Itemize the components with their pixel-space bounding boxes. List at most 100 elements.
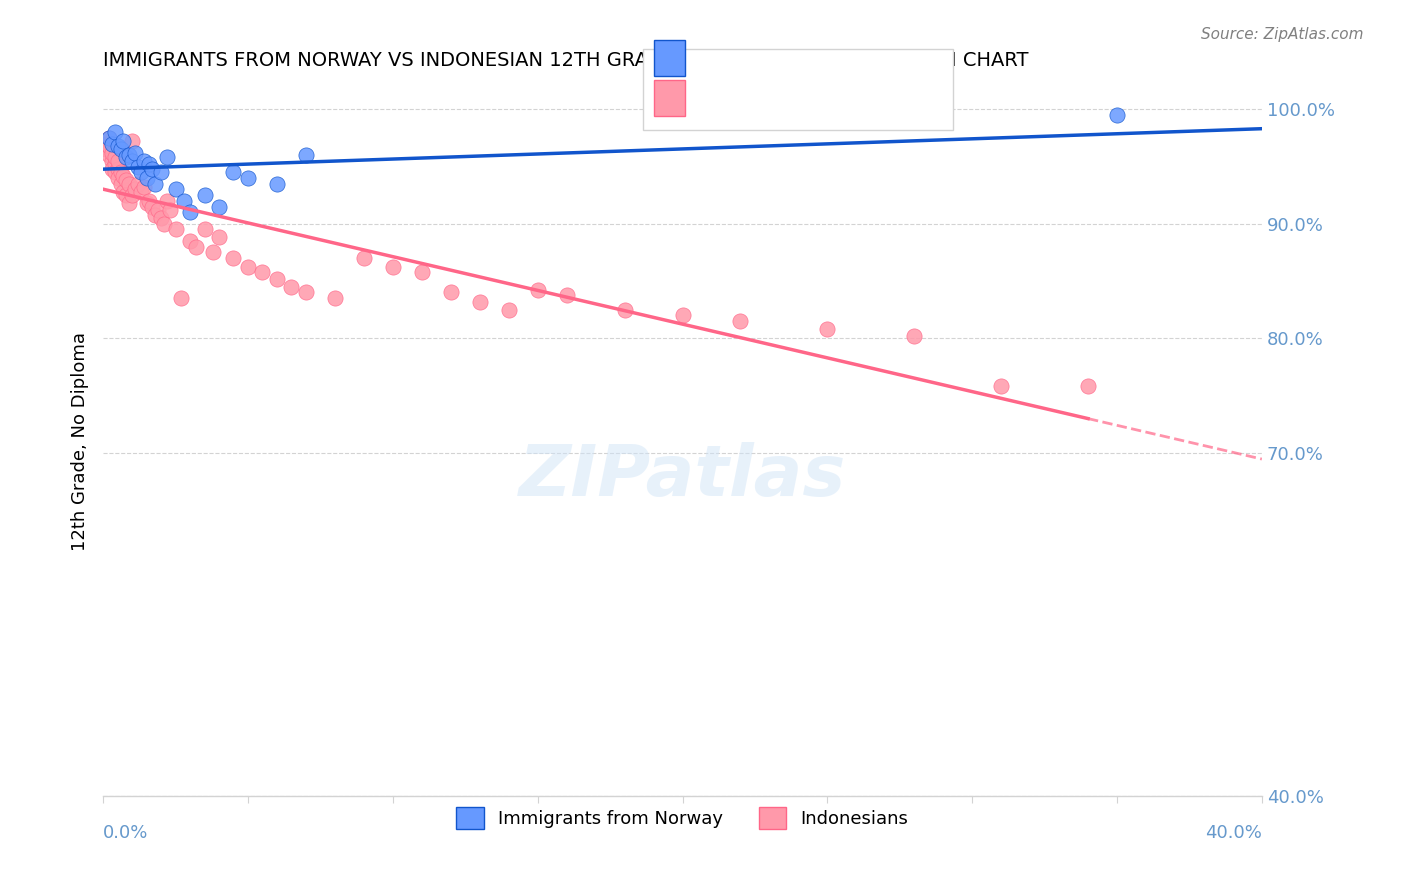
Point: [165, 222, 187, 236]
Point: [110, 165, 132, 179]
Point: [184, 239, 207, 253]
Point: [121, 188, 143, 202]
Point: [179, 234, 201, 248]
Point: [990, 379, 1012, 393]
Point: [208, 230, 231, 244]
Point: [179, 205, 201, 219]
Point: [193, 222, 215, 236]
Text: ZIPatlas: ZIPatlas: [519, 442, 846, 511]
Point: [129, 185, 152, 199]
Point: [135, 196, 157, 211]
Point: [295, 148, 318, 162]
Point: [193, 188, 215, 202]
Point: [94, 136, 117, 151]
Point: [124, 145, 146, 160]
Point: [323, 291, 346, 305]
Point: [132, 153, 155, 168]
Point: [526, 283, 548, 297]
Point: [146, 202, 169, 217]
Point: [121, 153, 143, 168]
Point: [132, 180, 155, 194]
Point: [118, 148, 141, 162]
Point: [112, 185, 135, 199]
Point: [97, 131, 120, 145]
Point: [107, 139, 129, 153]
Text: 0.0%: 0.0%: [103, 824, 149, 842]
Point: [104, 125, 127, 139]
Point: [141, 200, 163, 214]
Point: [115, 150, 138, 164]
Point: [107, 153, 129, 168]
Point: [135, 171, 157, 186]
Point: [1105, 108, 1128, 122]
Point: [112, 135, 135, 149]
Point: [150, 211, 173, 225]
Point: [156, 194, 179, 208]
Point: [440, 285, 463, 300]
Point: [555, 287, 578, 301]
Point: [107, 171, 129, 186]
Point: [97, 131, 120, 145]
Point: [118, 196, 141, 211]
Point: [101, 136, 124, 151]
Text: 40.0%: 40.0%: [1205, 824, 1263, 842]
Point: [468, 294, 491, 309]
Point: [127, 177, 149, 191]
Legend: Immigrants from Norway, Indonesians: Immigrants from Norway, Indonesians: [450, 800, 915, 836]
Point: [94, 143, 117, 157]
Point: [127, 160, 149, 174]
Point: [138, 157, 160, 171]
Point: [815, 322, 838, 336]
Point: [903, 329, 925, 343]
Point: [1077, 379, 1099, 393]
Point: [115, 188, 138, 202]
Point: [143, 208, 166, 222]
Point: [222, 165, 245, 179]
Point: [138, 194, 160, 208]
Point: [153, 217, 176, 231]
Point: [110, 177, 132, 191]
Point: [266, 271, 288, 285]
Point: [107, 161, 129, 176]
Point: [280, 279, 302, 293]
Text: Source: ZipAtlas.com: Source: ZipAtlas.com: [1201, 27, 1364, 42]
Point: [236, 260, 259, 275]
Point: [730, 314, 752, 328]
Point: [613, 302, 636, 317]
Text: R = -0.212   N = 66: R = -0.212 N = 66: [696, 88, 889, 108]
Point: [252, 265, 274, 279]
Text: IMMIGRANTS FROM NORWAY VS INDONESIAN 12TH GRADE, NO DIPLOMA CORRELATION CHART: IMMIGRANTS FROM NORWAY VS INDONESIAN 12T…: [103, 51, 1029, 70]
Point: [97, 148, 120, 162]
Point: [150, 165, 173, 179]
Point: [498, 302, 520, 317]
Point: [115, 173, 138, 187]
Point: [671, 308, 693, 322]
Point: [236, 171, 259, 186]
Point: [110, 143, 132, 157]
Point: [97, 139, 120, 153]
Text: R =  0.343   N = 29: R = 0.343 N = 29: [696, 48, 887, 68]
Point: [353, 251, 375, 265]
Point: [104, 157, 127, 171]
Point: [143, 177, 166, 191]
Point: [112, 169, 135, 183]
Point: [208, 200, 231, 214]
Point: [104, 165, 127, 179]
Point: [170, 291, 193, 305]
Point: [156, 150, 179, 164]
Point: [173, 194, 195, 208]
Point: [124, 182, 146, 196]
Point: [202, 245, 225, 260]
Point: [381, 260, 404, 275]
Point: [121, 135, 143, 149]
Point: [101, 145, 124, 160]
Point: [159, 202, 181, 217]
Point: [101, 153, 124, 168]
Point: [104, 150, 127, 164]
Point: [411, 265, 433, 279]
Point: [129, 165, 152, 179]
Point: [165, 182, 187, 196]
Y-axis label: 12th Grade, No Diploma: 12th Grade, No Diploma: [72, 332, 89, 550]
Point: [101, 161, 124, 176]
Point: [266, 177, 288, 191]
